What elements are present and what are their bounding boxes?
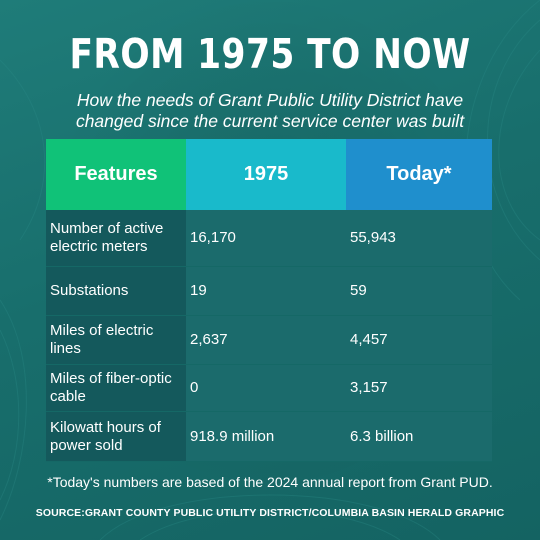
subtitle-line-2: changed since the current service center… [75, 111, 465, 131]
table-row: Miles of electric lines 2,637 4,457 [46, 316, 492, 365]
source-credit: SOURCE:GRANT COUNTY PUBLIC UTILITY DISTR… [35, 507, 505, 519]
feature-label-line: Kilowatt hours of [50, 418, 161, 436]
page-title: FROM 1975 TO NOW [69, 30, 471, 78]
table-row: Number of active electric meters 16,170 … [46, 210, 492, 267]
feature-cell: Miles of fiber-optic cable [46, 365, 186, 412]
subtitle-line-1: How the needs of Grant Public Utility Di… [76, 90, 464, 110]
header-features: Features [46, 139, 186, 210]
feature-label-line: electric meters [50, 238, 148, 255]
table-row: Substations 19 59 [46, 267, 492, 316]
table-row: Miles of fiber-optic cable 0 3,157 [46, 365, 492, 412]
feature-cell: Substations [46, 267, 186, 316]
feature-cell: Miles of electric lines [46, 316, 186, 365]
value-1975-cell: 0 [186, 365, 346, 412]
value-1975-cell: 2,637 [186, 316, 346, 365]
feature-cell: Kilowatt hours of power sold [46, 412, 186, 462]
feature-label-line: Number of active [50, 220, 164, 237]
feature-label-line: Miles of electric [50, 322, 154, 339]
table-row: Kilowatt hours of power sold 918.9 milli… [46, 412, 492, 462]
header-today: Today* [346, 139, 492, 210]
header-1975: 1975 [186, 139, 346, 210]
feature-label-line: power sold [50, 436, 123, 454]
subtitle: How the needs of Grant Public Utility Di… [0, 90, 540, 132]
value-today-cell: 55,943 [346, 210, 492, 267]
comparison-table: Features 1975 Today* Number of active el… [46, 139, 492, 462]
feature-label-line: lines [50, 340, 81, 357]
footnote: *Today's numbers are based of the 2024 a… [47, 474, 493, 490]
value-1975-cell: 918.9 million [186, 412, 346, 462]
value-1975-cell: 19 [186, 267, 346, 316]
feature-label-line: Substations [50, 282, 129, 299]
feature-label-line: Miles of fiber-optic [50, 370, 172, 387]
value-today-cell: 4,457 [346, 316, 492, 365]
value-today-cell: 3,157 [346, 365, 492, 412]
value-1975-cell: 16,170 [186, 210, 346, 267]
value-today-cell: 59 [346, 267, 492, 316]
feature-cell: Number of active electric meters [46, 210, 186, 267]
table-header-row: Features 1975 Today* [46, 139, 492, 210]
value-today-cell: 6.3 billion [346, 412, 492, 462]
feature-label-line: cable [50, 388, 86, 405]
